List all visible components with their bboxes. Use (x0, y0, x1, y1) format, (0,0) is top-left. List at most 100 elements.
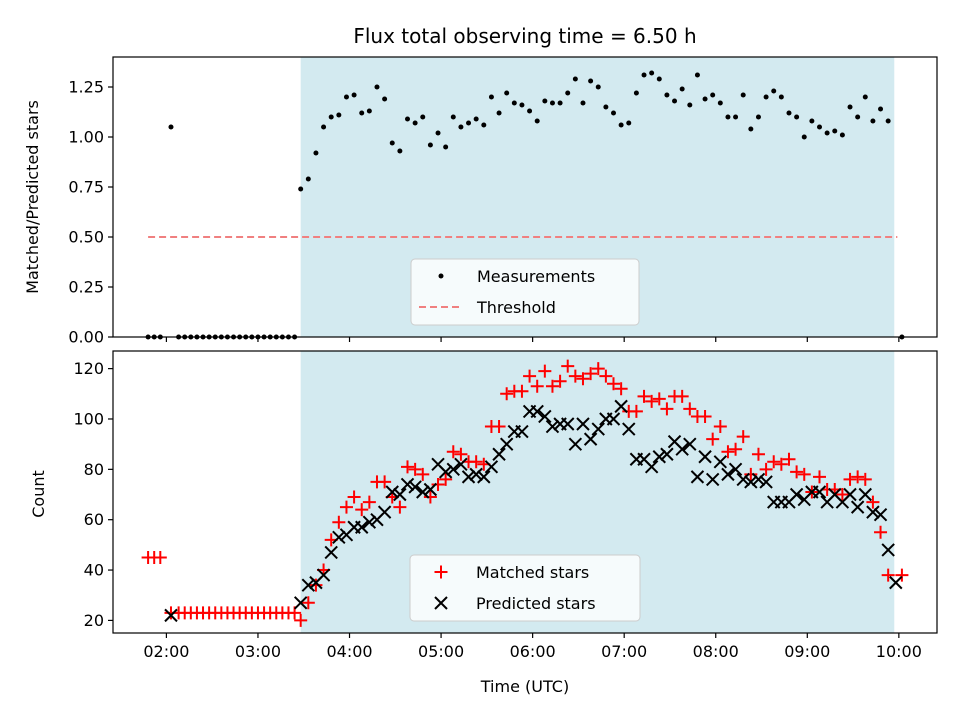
measurement-point (641, 72, 647, 78)
measurement-point (580, 100, 586, 106)
predicted-stars-point (393, 487, 407, 502)
measurement-point (435, 130, 441, 136)
measurement-point (542, 98, 548, 104)
matched-stars-point (645, 394, 659, 408)
y-tick-label: 120 (73, 359, 104, 378)
measurement-point (679, 86, 685, 92)
x-tick-label: 09:00 (784, 642, 830, 661)
matched-stars-point (530, 379, 544, 393)
matched-stars-point (378, 475, 392, 489)
predicted-stars-point (652, 450, 666, 464)
measurement-point (870, 118, 876, 124)
measurement-point (572, 76, 578, 82)
predicted-stars-point (744, 475, 758, 489)
matched-stars-point (568, 369, 582, 383)
series-predicted-stars (164, 399, 903, 623)
predicted-stars-point (484, 460, 499, 474)
measurement-point (519, 102, 525, 108)
predicted-stars-point (606, 412, 621, 426)
predicted-stars-point (324, 545, 338, 560)
predicted-stars-point (843, 487, 857, 502)
matched-stars-point (706, 432, 720, 446)
predicted-stars-point (591, 422, 605, 436)
predicted-stars-point (889, 575, 903, 590)
predicted-stars-point (866, 505, 880, 519)
y-tick-label: 0.50 (68, 228, 104, 247)
measurement-point (397, 148, 403, 154)
predicted-stars-point (728, 462, 743, 477)
predicted-stars-point (576, 417, 590, 431)
y-tick-label: 80 (84, 460, 104, 479)
matched-stars-point (500, 387, 514, 401)
matched-stars-point (515, 384, 529, 398)
measurement-point (321, 124, 327, 130)
predicted-stars-point (850, 500, 865, 514)
predicted-stars-point (446, 462, 460, 477)
y-tick-label: 40 (84, 561, 104, 580)
matched-stars-point (439, 472, 453, 486)
matched-stars-point (629, 404, 643, 418)
measurement-point (366, 108, 372, 114)
measurement-point (824, 130, 830, 136)
measurement-point (443, 144, 449, 150)
measurement-point (473, 116, 479, 122)
measurement-point (702, 96, 708, 102)
matched-stars-point (637, 389, 651, 403)
predicted-stars-point (736, 472, 750, 487)
matched-stars-point (851, 470, 865, 484)
bottom-panel: 20 40 60 80 100 120 02:00 03:00 04:00 05:00 06:00 0… (29, 350, 938, 696)
measurement-point (168, 124, 174, 130)
measurement-point (809, 118, 815, 124)
matched-stars-point (736, 430, 750, 444)
predicted-stars-point (377, 505, 392, 519)
measurement-point (588, 78, 594, 84)
predicted-stars-point (469, 467, 483, 482)
measurement-point (725, 114, 731, 120)
predicted-stars-point (690, 470, 705, 484)
measurement-point (801, 134, 807, 140)
measurement-point (778, 94, 784, 100)
predicted-stars-point (385, 485, 399, 499)
matched-stars-point (652, 392, 666, 406)
matched-stars-point (454, 447, 468, 461)
measurement-point (389, 140, 395, 146)
measurement-point (885, 118, 891, 124)
predicted-stars-point (530, 404, 544, 419)
measurement-point (534, 118, 540, 124)
measurement-point (420, 114, 426, 120)
predicted-stars-point (316, 568, 331, 582)
measurement-point (786, 110, 792, 116)
matched-stars-point (874, 525, 888, 539)
matched-stars-point (538, 364, 552, 378)
measurement-point (405, 116, 411, 122)
measurement-point (359, 110, 365, 116)
matched-stars-point (561, 359, 575, 373)
matched-stars-point (301, 596, 315, 610)
matched-stars-point (790, 465, 804, 479)
top-legend-frame (410, 258, 640, 326)
matched-stars-point (858, 472, 872, 486)
predicted-stars-point (538, 409, 552, 424)
measurement-point (351, 92, 357, 98)
matched-stars-point (713, 420, 727, 434)
measurement-point (763, 94, 769, 100)
measurement-point (466, 120, 472, 126)
x-axis-label: Time (UTC) (480, 677, 569, 696)
matched-stars-point (469, 455, 483, 469)
measurement-point (839, 132, 845, 138)
measurement-point (549, 100, 555, 106)
predicted-stars-point (713, 455, 728, 469)
measurement-point (450, 114, 456, 120)
x-tick-label: 08:00 (693, 642, 739, 661)
measurement-point (771, 88, 777, 94)
measurement-point (382, 96, 388, 102)
predicted-stars-point (812, 485, 827, 499)
predicted-stars-point (499, 437, 514, 451)
predicted-stars-point (416, 485, 430, 499)
matched-stars-point (339, 500, 353, 514)
predicted-stars-point (873, 507, 888, 522)
measurement-point (694, 72, 700, 78)
measurement-point (740, 92, 746, 98)
measurement-point (305, 176, 311, 182)
